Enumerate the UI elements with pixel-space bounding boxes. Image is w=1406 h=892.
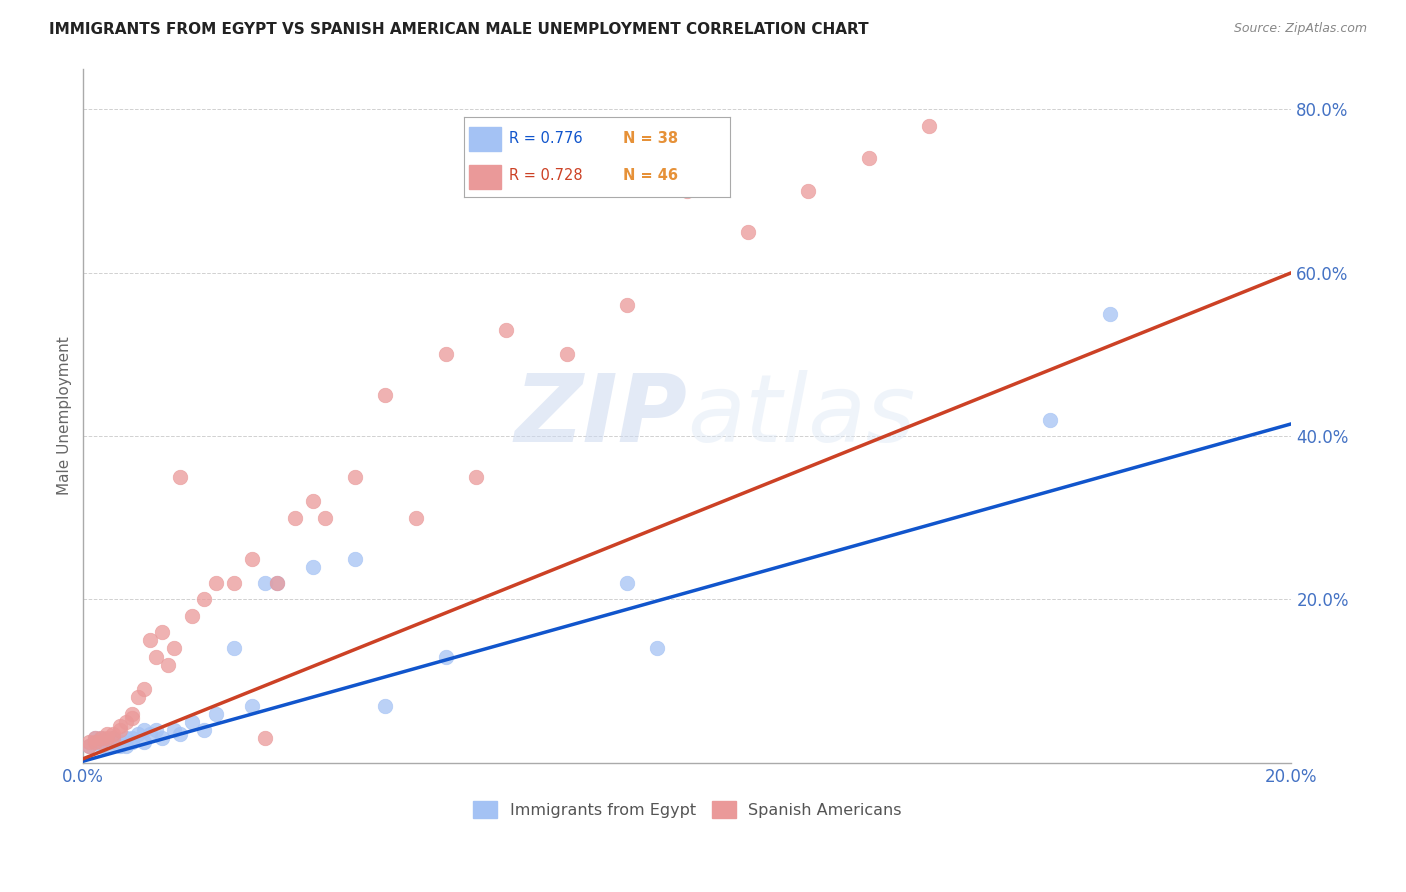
Point xyxy=(181,714,204,729)
Point xyxy=(284,510,307,524)
Point xyxy=(434,347,457,361)
Point xyxy=(344,470,367,484)
Legend: Immigrants from Egypt, Spanish Americans: Immigrants from Egypt, Spanish Americans xyxy=(467,795,908,824)
Point xyxy=(150,625,173,640)
Point xyxy=(121,706,143,721)
Point xyxy=(616,298,638,312)
Point xyxy=(495,323,517,337)
Point xyxy=(103,731,125,746)
Point xyxy=(90,731,112,746)
Point xyxy=(224,641,246,656)
Point xyxy=(193,592,215,607)
Point xyxy=(405,510,427,524)
Point xyxy=(205,576,228,591)
Point xyxy=(465,470,488,484)
Point xyxy=(79,735,101,749)
Point xyxy=(242,698,264,713)
Point xyxy=(169,727,191,741)
Point xyxy=(84,735,107,749)
Text: IMMIGRANTS FROM EGYPT VS SPANISH AMERICAN MALE UNEMPLOYMENT CORRELATION CHART: IMMIGRANTS FROM EGYPT VS SPANISH AMERICA… xyxy=(49,22,869,37)
Point xyxy=(163,723,186,738)
Point xyxy=(96,739,118,754)
Point xyxy=(797,184,820,198)
Point xyxy=(90,739,112,754)
Point xyxy=(139,633,162,648)
Point xyxy=(302,559,325,574)
Point xyxy=(108,739,131,754)
Point xyxy=(918,119,941,133)
Point xyxy=(676,184,699,198)
Point xyxy=(84,731,107,746)
Point xyxy=(121,711,143,725)
Point xyxy=(242,551,264,566)
Point xyxy=(121,735,143,749)
Point xyxy=(1099,307,1122,321)
Point xyxy=(193,723,215,738)
Point xyxy=(145,649,167,664)
Point xyxy=(132,735,155,749)
Point xyxy=(150,731,173,746)
Point xyxy=(114,714,136,729)
Point xyxy=(79,739,101,754)
Text: ZIP: ZIP xyxy=(515,369,688,462)
Point xyxy=(145,723,167,738)
Point xyxy=(127,727,149,741)
Point xyxy=(103,735,125,749)
Point xyxy=(114,731,136,746)
Point xyxy=(1039,413,1062,427)
Point xyxy=(163,641,186,656)
Point xyxy=(266,576,288,591)
Point xyxy=(169,470,191,484)
Point xyxy=(181,608,204,623)
Point xyxy=(616,576,638,591)
Point xyxy=(121,731,143,746)
Point xyxy=(108,735,131,749)
Text: atlas: atlas xyxy=(688,370,915,461)
Point xyxy=(114,739,136,754)
Point xyxy=(108,723,131,738)
Point xyxy=(79,739,101,754)
Point xyxy=(224,576,246,591)
Point xyxy=(156,657,179,672)
Point xyxy=(253,576,276,591)
Point xyxy=(103,731,125,746)
Point xyxy=(84,735,107,749)
Point xyxy=(374,388,396,402)
Point xyxy=(90,731,112,746)
Point xyxy=(266,576,288,591)
Point xyxy=(253,731,276,746)
Y-axis label: Male Unemployment: Male Unemployment xyxy=(58,336,72,495)
Point xyxy=(645,641,668,656)
Point xyxy=(96,727,118,741)
Point xyxy=(434,649,457,664)
Point xyxy=(90,735,112,749)
Point xyxy=(555,347,578,361)
Point xyxy=(127,690,149,705)
Point xyxy=(205,706,228,721)
Point xyxy=(344,551,367,566)
Point xyxy=(737,225,759,239)
Point xyxy=(374,698,396,713)
Point xyxy=(139,727,162,741)
Point xyxy=(96,731,118,746)
Point xyxy=(84,731,107,746)
Text: Source: ZipAtlas.com: Source: ZipAtlas.com xyxy=(1233,22,1367,36)
Point xyxy=(132,723,155,738)
Point xyxy=(132,682,155,697)
Point xyxy=(96,735,118,749)
Point xyxy=(858,152,880,166)
Point xyxy=(103,727,125,741)
Point xyxy=(314,510,336,524)
Point xyxy=(302,494,325,508)
Point xyxy=(108,719,131,733)
